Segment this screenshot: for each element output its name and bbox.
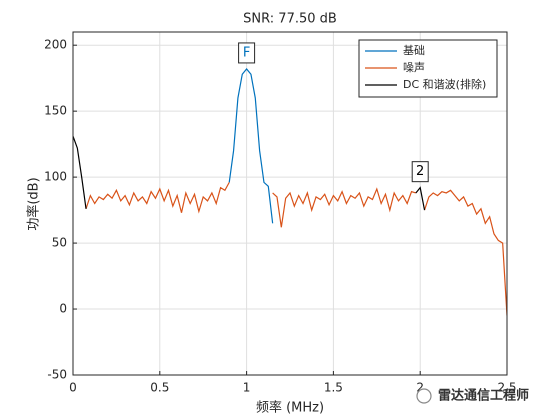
legend-label: 噪声 — [403, 60, 425, 74]
y-tick-label: 150 — [44, 104, 67, 118]
watermark-icon — [416, 388, 432, 404]
series-line — [85, 182, 507, 316]
y-tick-label: -50 — [47, 368, 67, 382]
chart-title: SNR: 77.50 dB — [243, 12, 337, 27]
y-tick-label: 50 — [52, 236, 67, 250]
x-tick-label: 0.5 — [150, 381, 169, 395]
watermark: 雷达通信工程师 — [438, 388, 529, 404]
annotation-box — [238, 42, 256, 64]
annotation-box — [411, 161, 429, 183]
y-axis-label: 功率(dB) — [26, 177, 42, 230]
y-tick-label: 200 — [44, 38, 67, 52]
x-axis-label: 频率 (MHz) — [256, 400, 324, 416]
y-tick-label: 100 — [44, 170, 67, 184]
axes-box — [72, 31, 508, 376]
legend-label: DC 和谐波(排除) — [403, 77, 486, 91]
annotation: F — [243, 45, 250, 60]
x-tick-label: 2.5 — [497, 381, 516, 395]
y-tick-label: 0 — [59, 302, 67, 316]
legend-label: 基础 — [403, 44, 425, 57]
x-tick-label: 1 — [243, 381, 251, 395]
x-tick-label: 2 — [416, 381, 424, 395]
x-tick-label: 1.5 — [324, 381, 343, 395]
series-line — [73, 136, 426, 211]
annotation: 2 — [416, 164, 424, 179]
series-line — [228, 67, 274, 224]
x-tick-label: 0 — [69, 381, 77, 395]
